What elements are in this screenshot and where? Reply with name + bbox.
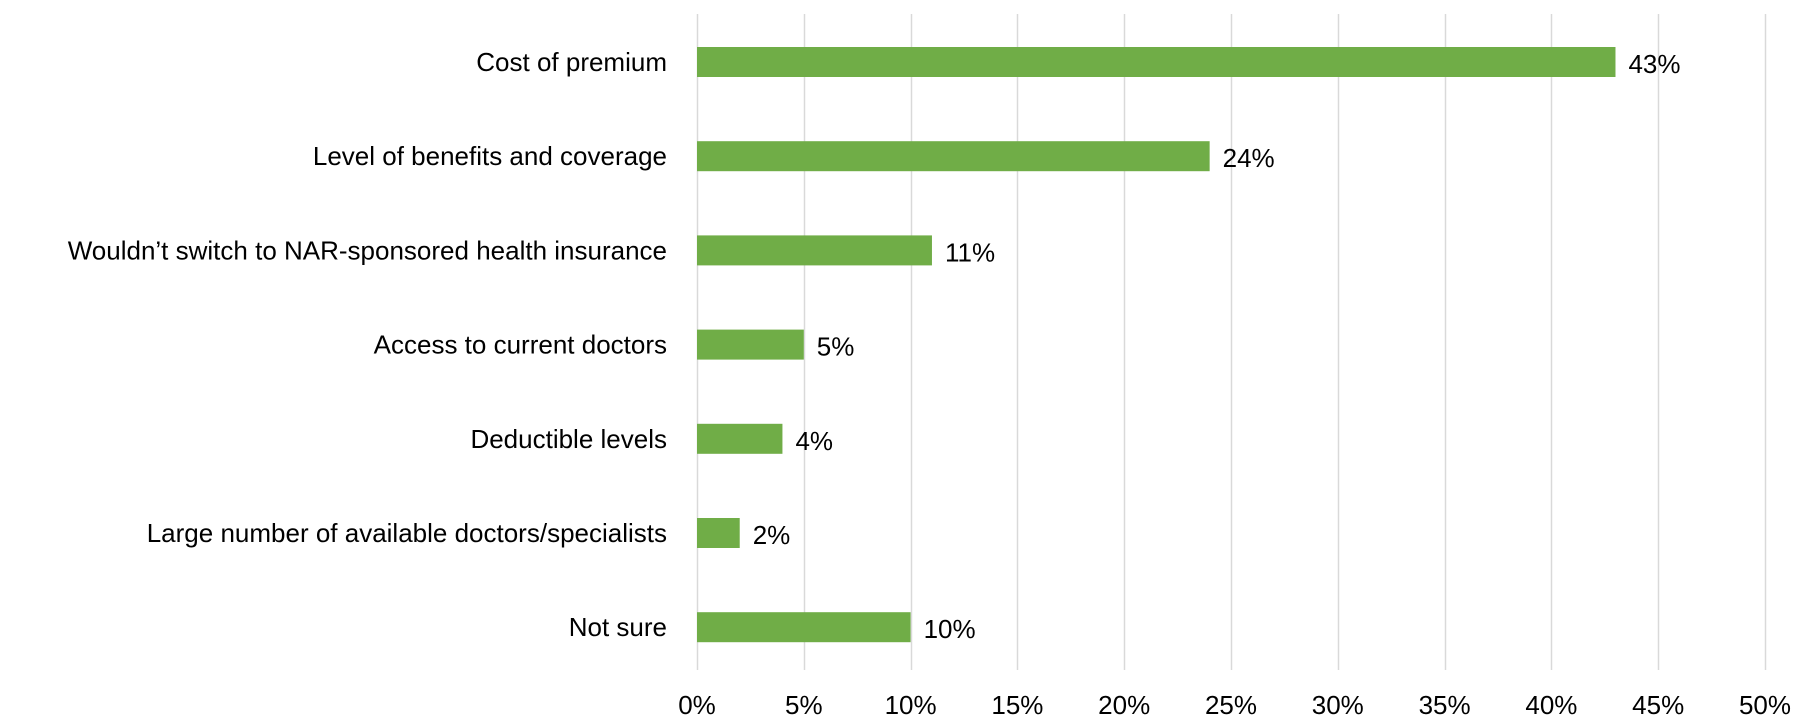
data-label-6: 2%: [753, 520, 791, 550]
category-label-3: Wouldn’t switch to NAR-sponsored health …: [68, 235, 667, 265]
bar-4: [697, 329, 804, 360]
category-label-4: Access to current doctors: [374, 330, 667, 360]
bars: [697, 47, 1616, 643]
data-label-7: 10%: [924, 614, 976, 644]
x-tick-label-30: 30%: [1312, 690, 1364, 720]
category-label-2: Level of benefits and coverage: [313, 141, 667, 171]
x-tick-label-5: 5%: [785, 690, 823, 720]
bar-1: [697, 47, 1616, 77]
bar-5: [697, 423, 783, 454]
bar-6: [697, 518, 740, 548]
category-labels: Cost of premium Level of benefits and cov…: [68, 47, 667, 642]
bar-3: [697, 235, 932, 266]
x-tick-label-40: 40%: [1525, 690, 1577, 720]
data-label-2: 24%: [1223, 143, 1275, 173]
x-tick-label-0: 0%: [678, 690, 716, 720]
x-tick-label-25: 25%: [1205, 690, 1257, 720]
x-tick-label-15: 15%: [991, 690, 1043, 720]
x-tick-label-20: 20%: [1098, 690, 1150, 720]
data-label-4: 5%: [817, 332, 855, 362]
data-labels: 43% 24% 11% 5% 4% 2% 10%: [753, 49, 1681, 644]
x-tick-label-10: 10%: [885, 690, 937, 720]
bar-7: [697, 612, 911, 643]
gridlines: [696, 14, 1767, 670]
category-label-7: Not sure: [569, 612, 667, 642]
x-axis-tick-labels: 0% 5% 10% 15% 20% 25% 30% 35% 40% 45% 50%: [678, 690, 1791, 720]
category-label-6: Large number of available doctors/specia…: [147, 518, 667, 548]
data-label-3: 11%: [945, 237, 995, 267]
x-tick-label-35: 35%: [1419, 690, 1471, 720]
x-tick-label-45: 45%: [1632, 690, 1684, 720]
bar-2: [697, 141, 1210, 172]
category-label-1: Cost of premium: [476, 47, 667, 77]
category-label-5: Deductible levels: [470, 424, 667, 454]
data-label-5: 4%: [795, 426, 833, 456]
data-label-1: 43%: [1628, 49, 1680, 79]
x-tick-label-50: 50%: [1739, 690, 1791, 720]
